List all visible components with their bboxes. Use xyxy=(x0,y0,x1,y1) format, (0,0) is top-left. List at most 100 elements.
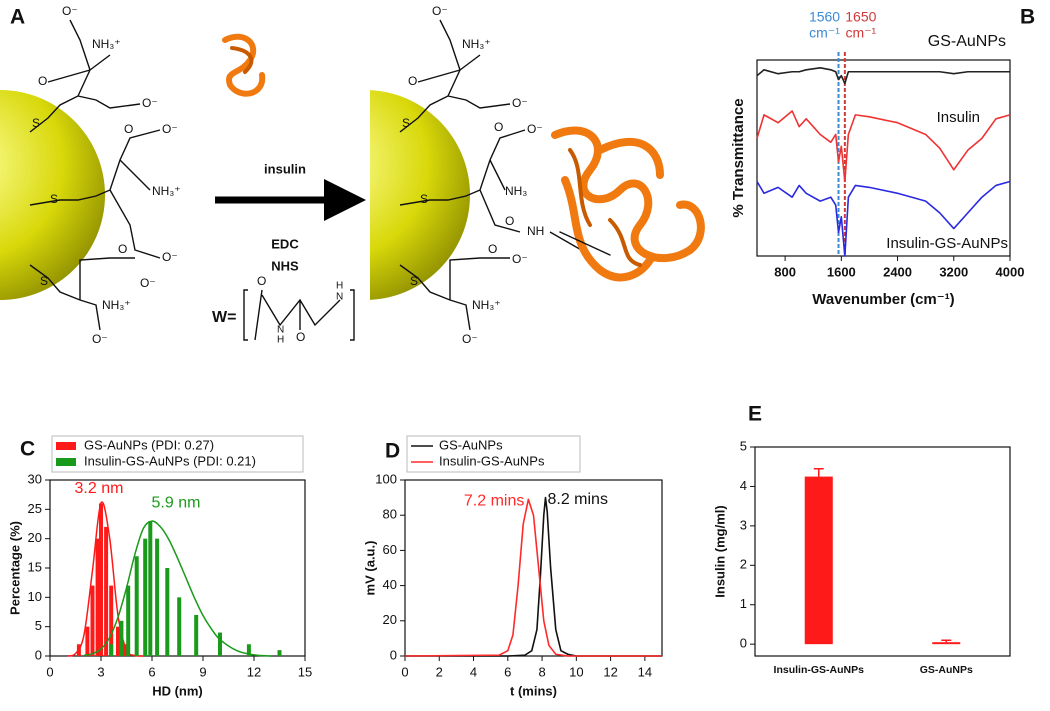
x-tick-label: GS-AuNPs xyxy=(920,664,973,676)
atom: NH xyxy=(527,224,544,238)
y-tick-label: 1 xyxy=(740,596,747,611)
gold-nanoparticle xyxy=(370,90,470,300)
atom: O xyxy=(118,242,127,256)
gold-nanoparticle xyxy=(0,90,105,300)
bar xyxy=(126,585,131,656)
x-axis-title: HD (nm) xyxy=(152,683,203,698)
atom: O⁻ xyxy=(512,96,528,110)
bar xyxy=(804,476,833,645)
y-tick-label: 10 xyxy=(28,589,42,604)
series-label: Insulin xyxy=(937,109,980,126)
x-tick-label: 8 xyxy=(538,664,545,679)
reference-label: 1650 xyxy=(845,9,876,25)
atom: S xyxy=(420,192,428,206)
atom: O⁻ xyxy=(62,4,78,18)
x-tick-label: 12 xyxy=(247,664,261,679)
atom: O xyxy=(257,274,266,288)
atom: O xyxy=(505,214,514,228)
legend-box xyxy=(406,435,581,473)
x-tick-label: 14 xyxy=(638,664,652,679)
bar xyxy=(122,644,127,656)
y-tick-label: 100 xyxy=(375,471,397,486)
bar xyxy=(246,644,251,656)
condition: EDC xyxy=(271,236,299,251)
x-tick-label: 0 xyxy=(46,664,53,679)
series-label: Insulin-GS-AuNPs xyxy=(886,235,1008,252)
x-tick-label: Insulin-GS-AuNPs xyxy=(774,664,865,676)
bar xyxy=(143,538,148,656)
bar xyxy=(218,632,222,656)
reference-label: 1560 xyxy=(809,9,840,25)
diagram: insulin EDC NHS O⁻ NH₃⁺ O O⁻ S O O⁻ NH₃⁺… xyxy=(0,4,705,346)
condition: NHS xyxy=(271,258,299,273)
legend-label: Insulin-GS-AuNPs (PDI: 0.21) xyxy=(84,453,256,468)
y-tick-label: 3 xyxy=(740,517,747,532)
atom: N xyxy=(336,292,343,303)
protein xyxy=(222,33,705,282)
bar xyxy=(109,644,114,656)
x-tick-label: 2400 xyxy=(883,264,912,279)
fit-curve xyxy=(83,520,272,657)
y-tick-label: 30 xyxy=(28,471,42,486)
y-tick-label: 0 xyxy=(390,647,397,662)
bar xyxy=(134,556,139,656)
bar xyxy=(277,650,282,656)
bar xyxy=(194,614,199,656)
x-tick-label: 800 xyxy=(774,264,796,279)
y-axis-title: % Transmittance xyxy=(730,98,747,217)
legend-swatch xyxy=(56,442,76,450)
x-tick-label: 15 xyxy=(298,664,312,679)
series-label: GS-AuNPs xyxy=(928,33,1006,50)
error-bar xyxy=(813,467,824,477)
atom: NH₃⁺ xyxy=(462,37,491,51)
reference-label: cm⁻¹ xyxy=(845,25,876,41)
plot-frame xyxy=(756,59,1011,257)
series-line xyxy=(405,496,662,657)
y-tick-label: 80 xyxy=(383,507,397,522)
atom: O xyxy=(488,242,497,256)
series-line xyxy=(756,110,1011,183)
panel-label: C xyxy=(20,438,35,461)
atom: H xyxy=(277,335,284,346)
bar xyxy=(90,585,95,656)
linker-symbol: W= xyxy=(212,309,236,326)
atom: NH₃⁺ xyxy=(102,298,131,312)
legend-label: GS-AuNPs xyxy=(439,437,503,452)
series-line xyxy=(756,67,1010,85)
bar xyxy=(165,568,170,656)
bar xyxy=(85,626,90,656)
atom: O⁻ xyxy=(142,96,158,110)
bonds xyxy=(29,19,591,341)
error-bar xyxy=(941,639,952,643)
panel-label: B xyxy=(1020,6,1035,29)
x-tick-label: 3200 xyxy=(939,264,968,279)
atom: S xyxy=(410,274,418,288)
y-tick-label: 4 xyxy=(740,478,747,493)
atom: S xyxy=(50,192,58,206)
atom: O xyxy=(124,122,133,136)
reagent: insulin xyxy=(264,161,306,176)
x-tick-label: 2 xyxy=(436,664,443,679)
fit-curve xyxy=(66,501,144,657)
y-tick-label: 15 xyxy=(28,559,42,574)
x-tick-label: 4000 xyxy=(996,264,1025,279)
bar xyxy=(95,538,100,656)
series-line xyxy=(404,498,662,657)
atom: NH₃⁺ xyxy=(92,37,121,51)
atom: S xyxy=(40,274,48,288)
x-tick-label: 1600 xyxy=(827,264,856,279)
atom: O xyxy=(296,330,305,344)
y-axis-title: Percentage (%) xyxy=(7,521,22,615)
x-tick-label: 6 xyxy=(148,664,155,679)
atom: NH₃⁺ xyxy=(152,184,181,198)
x-axis-title: t (mins) xyxy=(510,683,557,698)
bar xyxy=(932,642,961,645)
annotation: 7.2 mins xyxy=(464,493,524,510)
atom: NH₃ xyxy=(505,184,527,198)
atom: O⁻ xyxy=(432,4,448,18)
x-tick-label: 4 xyxy=(470,664,477,679)
bar xyxy=(109,585,114,656)
annotation: 5.9 nm xyxy=(152,494,201,511)
atom: O⁻ xyxy=(527,122,543,136)
panel-label: E xyxy=(748,403,762,426)
